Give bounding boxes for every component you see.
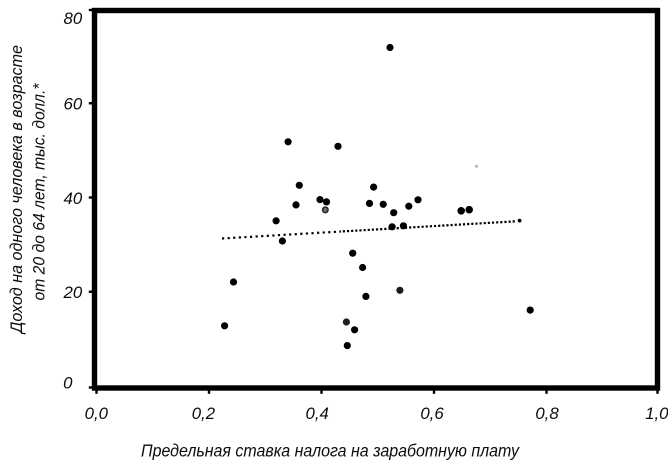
svg-text:0,2: 0,2: [192, 404, 216, 423]
svg-text:20: 20: [63, 283, 83, 302]
svg-text:80: 80: [64, 9, 83, 28]
svg-text:40: 40: [64, 189, 83, 208]
svg-text:0: 0: [63, 374, 73, 393]
svg-text:от 20 до 64 лет, тыс. долл.*: от 20 до 64 лет, тыс. долл.*: [30, 82, 49, 300]
svg-text:0,0: 0,0: [85, 404, 109, 423]
svg-text:1,0: 1,0: [645, 404, 668, 423]
svg-text:0,8: 0,8: [535, 404, 559, 423]
svg-text:0,4: 0,4: [306, 404, 329, 423]
svg-text:Доход на одного человека в воз: Доход на одного человека в возрасте: [7, 45, 26, 335]
svg-text:Предельная ставка налога на за: Предельная ставка налога на заработную п…: [141, 440, 520, 460]
svg-text:0,6: 0,6: [420, 404, 444, 423]
svg-text:60: 60: [64, 95, 83, 114]
